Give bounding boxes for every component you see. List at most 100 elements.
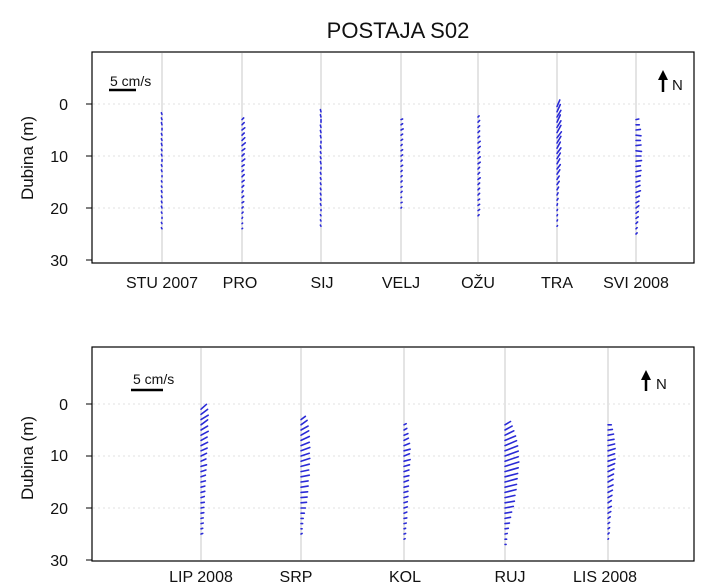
current-vector [635, 128, 642, 131]
current-vector [477, 182, 481, 186]
current-vector [400, 143, 403, 147]
current-vector [241, 142, 247, 147]
current-vector [477, 115, 480, 118]
current-vector [319, 114, 322, 118]
current-vector [556, 186, 560, 191]
current-vector [403, 495, 409, 499]
current-vector [160, 211, 163, 214]
current-vector [635, 169, 642, 173]
current-vector [504, 420, 512, 426]
current-vector [160, 153, 163, 157]
current-vector [200, 430, 209, 437]
current-vector [607, 473, 615, 478]
current-vector [200, 425, 209, 431]
current-vector [403, 500, 409, 504]
current-vector [504, 429, 515, 437]
current-vector [607, 505, 613, 509]
panel-bottom-frame [91, 346, 695, 562]
current-vector [160, 180, 163, 183]
current-vector [400, 164, 404, 168]
current-vector [403, 442, 411, 447]
current-vector [400, 122, 404, 126]
current-vector [556, 141, 562, 149]
current-vector [556, 219, 559, 222]
current-vector [241, 153, 245, 157]
current-vector [607, 499, 613, 504]
current-vector [200, 414, 209, 421]
current-vector [300, 474, 311, 478]
current-vector [200, 511, 205, 515]
current-vector [403, 432, 409, 437]
current-vector [635, 134, 642, 137]
current-vector [556, 99, 561, 108]
current-vector [319, 197, 322, 201]
current-vector [400, 138, 404, 142]
current-vector [200, 480, 207, 483]
current-vector [400, 190, 403, 194]
current-vector [160, 205, 163, 209]
current-vector [403, 422, 408, 426]
current-vector [607, 458, 616, 463]
current-vector [241, 127, 246, 131]
scale-legend: 5 cm/s [131, 371, 174, 392]
current-vector [403, 511, 408, 515]
current-vector [160, 121, 163, 126]
current-vector [504, 466, 520, 473]
month-label: PRO [223, 275, 258, 292]
current-vector [300, 429, 310, 437]
current-vector [477, 208, 481, 212]
current-vector [403, 532, 407, 535]
current-vector [319, 160, 322, 165]
current-vector [504, 522, 511, 525]
month-label: LIS 2008 [573, 569, 637, 586]
panel-top-month-labels: STU 2007 PRO SIJ VELJ OŽU TRA SVI 2008 [126, 273, 669, 292]
y-tick-label: 30 [50, 553, 68, 570]
current-vector [504, 472, 519, 478]
y-tick-label: 0 [59, 97, 68, 114]
north-indicator: N [658, 70, 683, 94]
current-vector [200, 501, 206, 504]
current-vector [200, 527, 204, 530]
current-vector [403, 427, 408, 431]
month-label: KOL [389, 569, 421, 586]
current-vector [635, 195, 641, 199]
current-vector [403, 479, 410, 483]
current-vector [200, 458, 207, 463]
current-vector [160, 132, 163, 136]
current-vector [556, 175, 561, 181]
current-vector [556, 208, 559, 212]
current-vector [319, 124, 322, 129]
current-vector [635, 210, 640, 214]
current-vector [319, 156, 322, 160]
current-vector [635, 118, 640, 121]
current-vector [400, 133, 404, 136]
current-vector [607, 452, 616, 457]
current-vector [160, 221, 163, 225]
current-vector [635, 232, 638, 235]
current-vector [300, 480, 309, 483]
current-vector [635, 165, 642, 168]
current-vector [300, 485, 309, 489]
current-vector [556, 114, 562, 123]
current-vector [400, 154, 404, 157]
current-vector [241, 147, 246, 152]
current-vector [556, 197, 559, 201]
current-vector [477, 166, 481, 170]
current-vector [607, 428, 614, 431]
current-vector [607, 478, 614, 483]
current-vector [477, 140, 482, 144]
month-label: SVI 2008 [603, 275, 669, 292]
current-vector [200, 436, 208, 442]
month-label: STU 2007 [126, 275, 198, 292]
panel-bottom: 0 10 20 30 Dubina (m) LIP 2008 SRP KOL R… [18, 346, 695, 586]
current-vector [477, 125, 481, 129]
current-vector [200, 495, 206, 499]
current-vector [477, 203, 481, 207]
current-vector [504, 500, 516, 504]
current-vector [300, 435, 311, 442]
current-vector [160, 226, 163, 230]
current-vector [400, 159, 403, 162]
current-vector [241, 121, 245, 126]
current-vector [556, 224, 559, 227]
current-vector [319, 145, 322, 149]
